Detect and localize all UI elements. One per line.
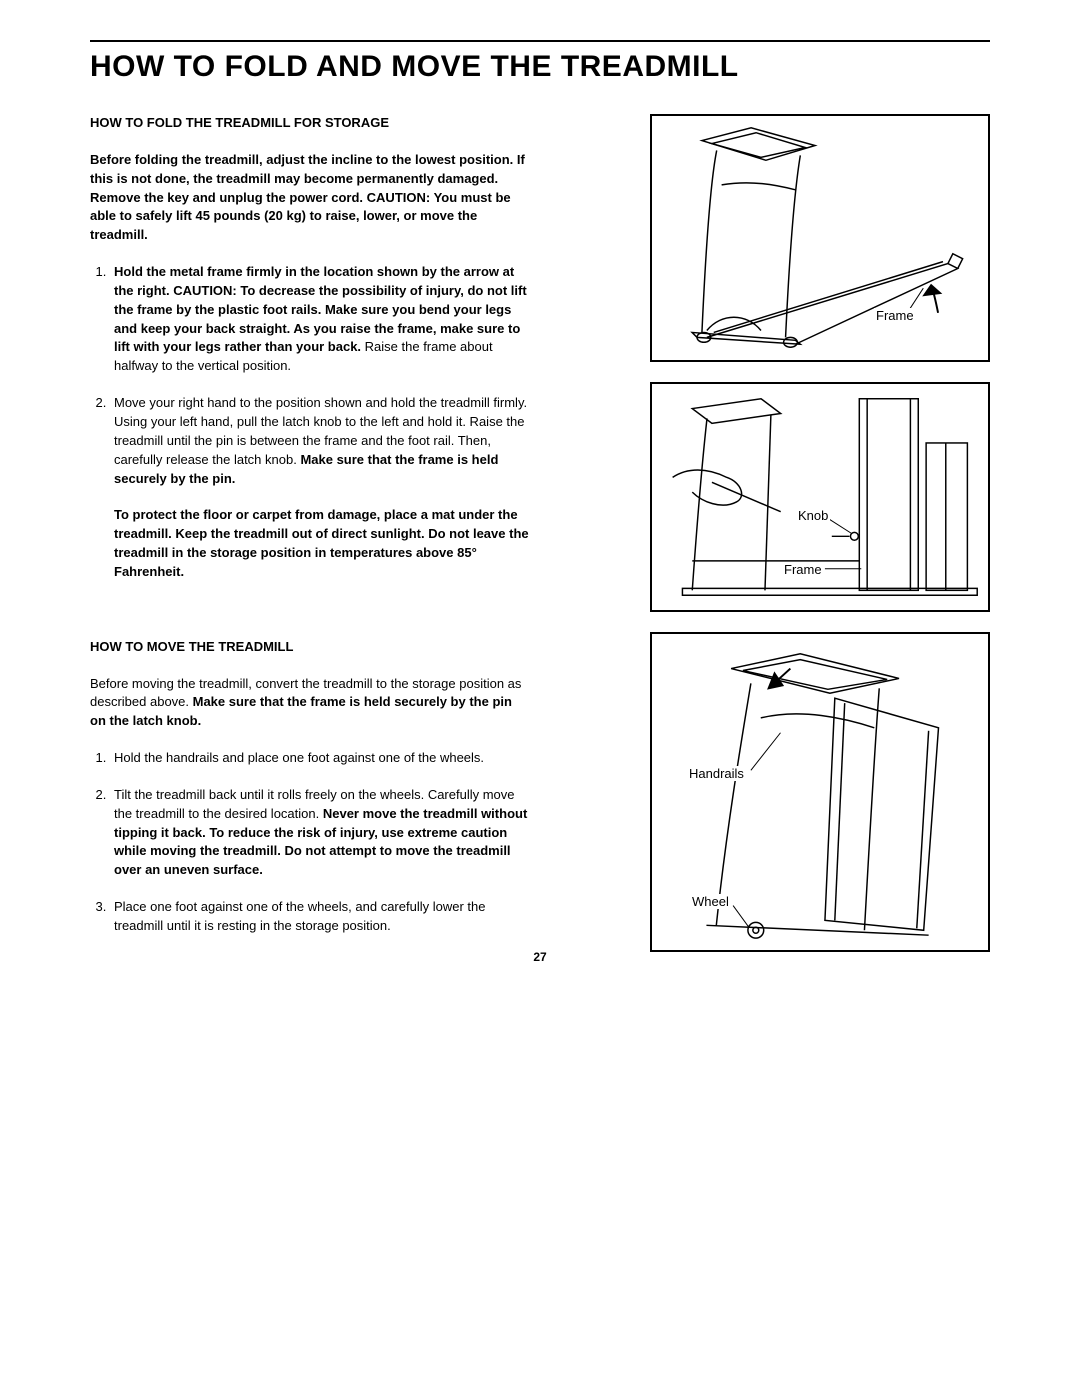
move-intro: Before moving the treadmill, convert the… <box>90 675 530 732</box>
move-step-3: Place one foot against one of the wheels… <box>110 898 530 936</box>
fig2-frame-label: Frame <box>782 562 824 577</box>
treadmill-unfolded-illustration <box>652 116 988 360</box>
fold-heading: HOW TO FOLD THE TREADMILL FOR STORAGE <box>90 114 530 133</box>
figure-column: Frame <box>650 114 990 954</box>
text-column: HOW TO FOLD THE TREADMILL FOR STORAGE Be… <box>90 114 530 954</box>
fig3-handrails-label: Handrails <box>687 766 746 781</box>
fig2-knob-label: Knob <box>796 508 830 523</box>
fold-steps: Hold the metal frame firmly in the locat… <box>90 263 530 582</box>
section-gap <box>90 600 530 638</box>
move-heading: HOW TO MOVE THE TREADMILL <box>90 638 530 657</box>
fold-step2-para2: To protect the floor or carpet from dama… <box>114 506 530 581</box>
move-steps: Hold the handrails and place one foot ag… <box>90 749 530 936</box>
page-title: HOW TO FOLD AND MOVE THE TREADMILL <box>90 50 990 84</box>
fold-intro: Before folding the treadmill, adjust the… <box>90 151 530 245</box>
figure-fold-1: Frame <box>650 114 990 362</box>
fold-step-1: Hold the metal frame firmly in the locat… <box>110 263 530 376</box>
move-step-1: Hold the handrails and place one foot ag… <box>110 749 530 768</box>
figure-fold-2: Knob Frame <box>650 382 990 612</box>
fold-step-2: Move your right hand to the position sho… <box>110 394 530 582</box>
page-number: 27 <box>0 950 1080 964</box>
top-rule <box>90 40 990 42</box>
figure-move: Handrails Wheel <box>650 632 990 952</box>
fig3-wheel-label: Wheel <box>690 894 731 909</box>
content-columns: HOW TO FOLD THE TREADMILL FOR STORAGE Be… <box>90 114 990 954</box>
move-step-2: Tilt the treadmill back until it rolls f… <box>110 786 530 880</box>
fig1-frame-label: Frame <box>874 308 916 323</box>
